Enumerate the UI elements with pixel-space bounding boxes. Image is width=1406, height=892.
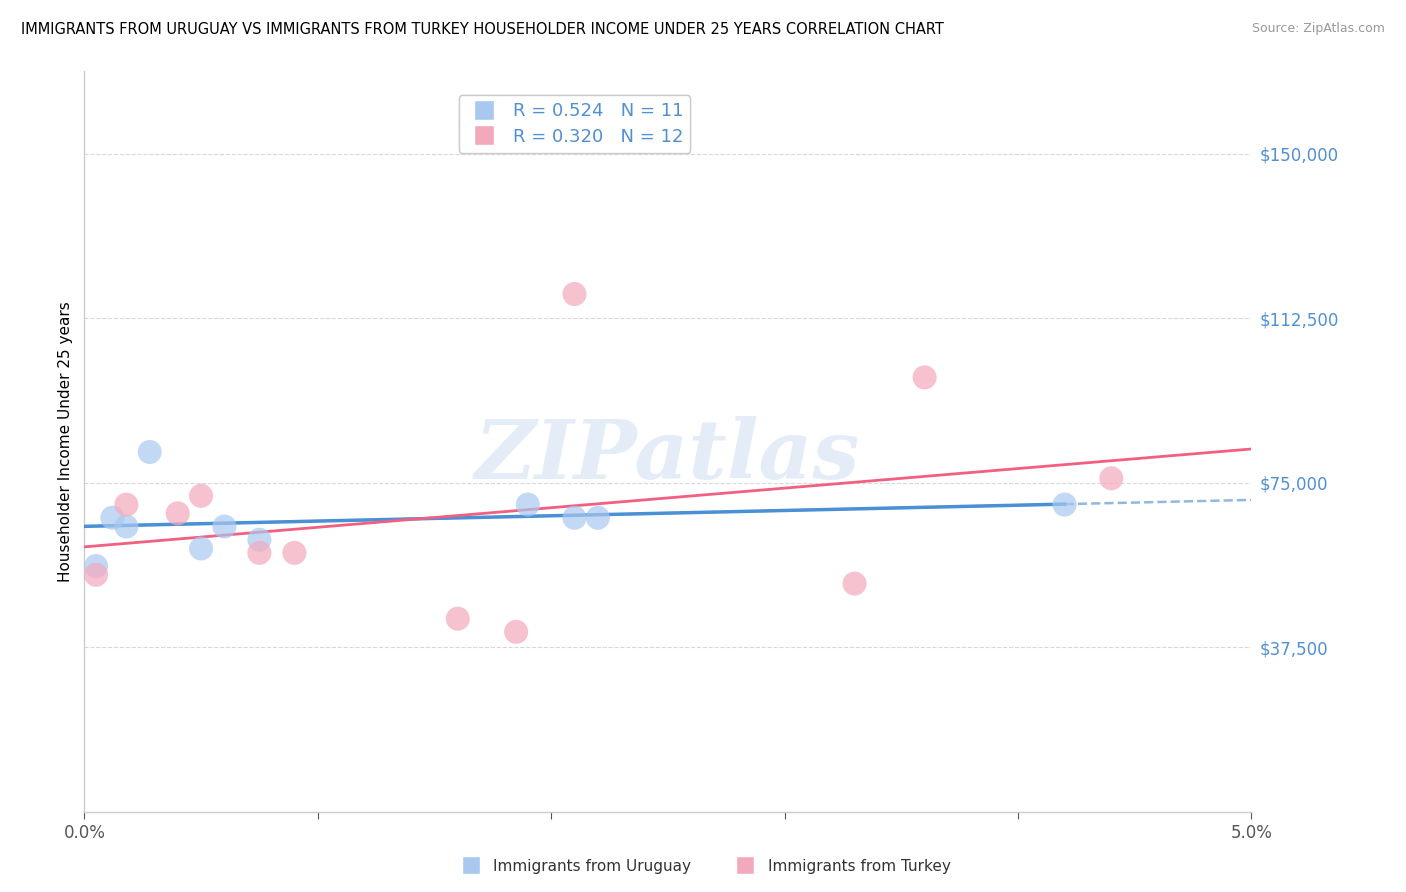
Point <box>844 576 866 591</box>
Point <box>564 287 586 301</box>
Point <box>249 546 271 560</box>
Point <box>214 519 236 533</box>
Point <box>516 498 538 512</box>
Point <box>564 510 586 524</box>
Point <box>1099 471 1122 485</box>
Point <box>84 559 107 574</box>
Point <box>190 489 212 503</box>
Point <box>1053 498 1076 512</box>
Point <box>283 546 305 560</box>
Text: Source: ZipAtlas.com: Source: ZipAtlas.com <box>1251 22 1385 36</box>
Legend: Immigrants from Uruguay, Immigrants from Turkey: Immigrants from Uruguay, Immigrants from… <box>449 853 957 880</box>
Point <box>84 567 107 582</box>
Point <box>115 519 138 533</box>
Point <box>914 370 936 384</box>
Point <box>115 498 138 512</box>
Point <box>586 510 609 524</box>
Point <box>166 507 188 521</box>
Legend: R = 0.524   N = 11, R = 0.320   N = 12: R = 0.524 N = 11, R = 0.320 N = 12 <box>458 95 690 153</box>
Point <box>190 541 212 556</box>
Text: ZIPatlas: ZIPatlas <box>475 417 860 496</box>
Point <box>447 612 470 626</box>
Point <box>138 445 160 459</box>
Point <box>101 510 124 524</box>
Point <box>249 533 271 547</box>
Y-axis label: Householder Income Under 25 years: Householder Income Under 25 years <box>58 301 73 582</box>
Text: IMMIGRANTS FROM URUGUAY VS IMMIGRANTS FROM TURKEY HOUSEHOLDER INCOME UNDER 25 YE: IMMIGRANTS FROM URUGUAY VS IMMIGRANTS FR… <box>21 22 943 37</box>
Point <box>505 624 527 639</box>
